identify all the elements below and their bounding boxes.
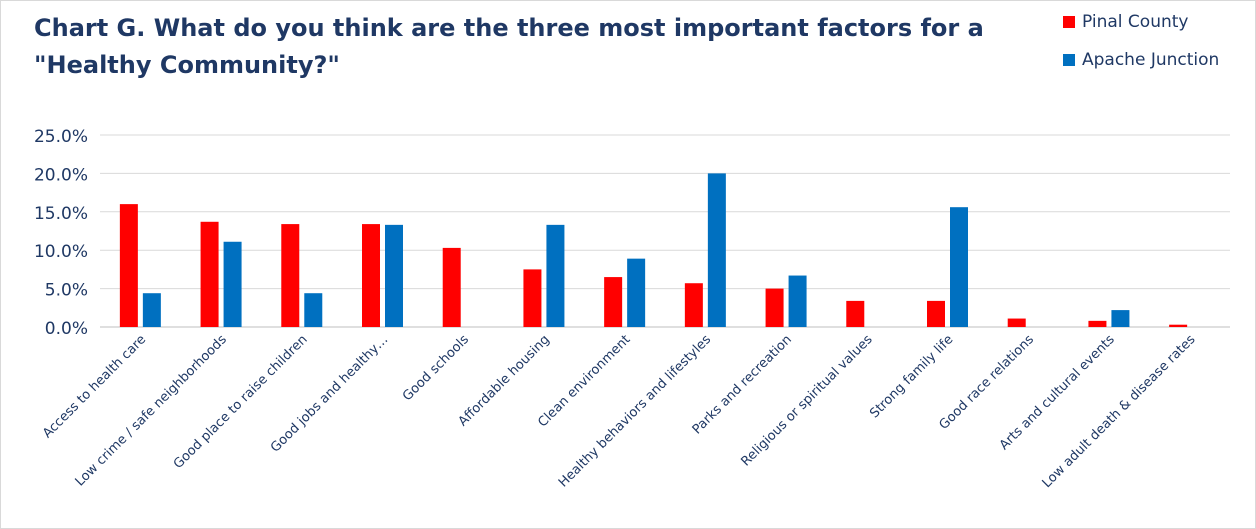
y-tick-label: 10.0% xyxy=(34,242,88,262)
bar-apache-8 xyxy=(788,275,807,327)
bar-pinal-13 xyxy=(1169,324,1188,327)
bar-pinal-11 xyxy=(1007,318,1026,327)
x-tick-label: Good schools xyxy=(400,332,472,404)
bar-apache-0 xyxy=(142,293,161,327)
x-tick-label: Religious or spiritual values xyxy=(738,332,875,469)
bar-pinal-10 xyxy=(927,300,945,327)
bar-apache-2 xyxy=(304,293,323,327)
legend-item-apache-junction: Apache Junction xyxy=(1063,47,1219,73)
x-tick-label: Healthy behaviors and lifestyles xyxy=(556,332,714,490)
bar-pinal-6 xyxy=(604,277,623,327)
bar-apache-6 xyxy=(627,258,646,327)
legend-swatch-pinal-county xyxy=(1063,16,1075,28)
bar-pinal-0 xyxy=(119,204,138,327)
y-tick-label: 25.0% xyxy=(34,127,88,147)
bar-pinal-7 xyxy=(684,283,703,327)
bar-apache-1 xyxy=(223,241,242,327)
bar-pinal-4 xyxy=(442,247,461,327)
x-tick-label: Low crime / safe neighborhoods xyxy=(73,332,230,489)
bar-apache-5 xyxy=(546,224,565,327)
bar-pinal-8 xyxy=(765,288,784,327)
bar-pinal-12 xyxy=(1088,320,1107,327)
bar-pinal-5 xyxy=(523,269,542,327)
y-tick-label: 15.0% xyxy=(34,204,88,224)
y-tick-label: 0.0% xyxy=(45,319,88,339)
x-tick-label: Affordable housing xyxy=(456,332,553,429)
legend-label-apache-junction: Apache Junction xyxy=(1082,50,1220,70)
legend-label-pinal-county: Pinal County xyxy=(1082,12,1189,32)
bar-pinal-3 xyxy=(362,224,380,327)
chart-legend: Pinal County Apache Junction xyxy=(1063,9,1219,85)
bar-pinal-9 xyxy=(846,300,865,327)
bar-pinal-2 xyxy=(281,224,300,327)
legend-item-pinal-county: Pinal County xyxy=(1063,9,1219,35)
bar-apache-7 xyxy=(707,173,726,327)
chart-title-line-2: "Healthy Community?" xyxy=(34,51,340,79)
chart-title-line-1: Chart G. What do you think are the three… xyxy=(34,14,984,42)
bar-apache-12 xyxy=(1111,310,1130,327)
bar-apache-3 xyxy=(385,224,403,327)
bar-pinal-1 xyxy=(200,221,219,327)
bar-apache-10 xyxy=(950,207,968,327)
y-tick-label: 20.0% xyxy=(34,165,88,185)
legend-swatch-apache-junction xyxy=(1063,54,1075,66)
x-tick-label: Strong family life xyxy=(867,332,956,421)
chart-title: Chart G. What do you think are the three… xyxy=(34,10,994,84)
x-tick-label: Good place to raise children xyxy=(171,332,311,472)
x-tick-label: Low adult death & disease rates xyxy=(1040,332,1199,491)
y-tick-label: 5.0% xyxy=(45,281,88,301)
